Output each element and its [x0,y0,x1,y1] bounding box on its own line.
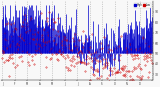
Legend: High, Low: High, Low [134,3,151,8]
